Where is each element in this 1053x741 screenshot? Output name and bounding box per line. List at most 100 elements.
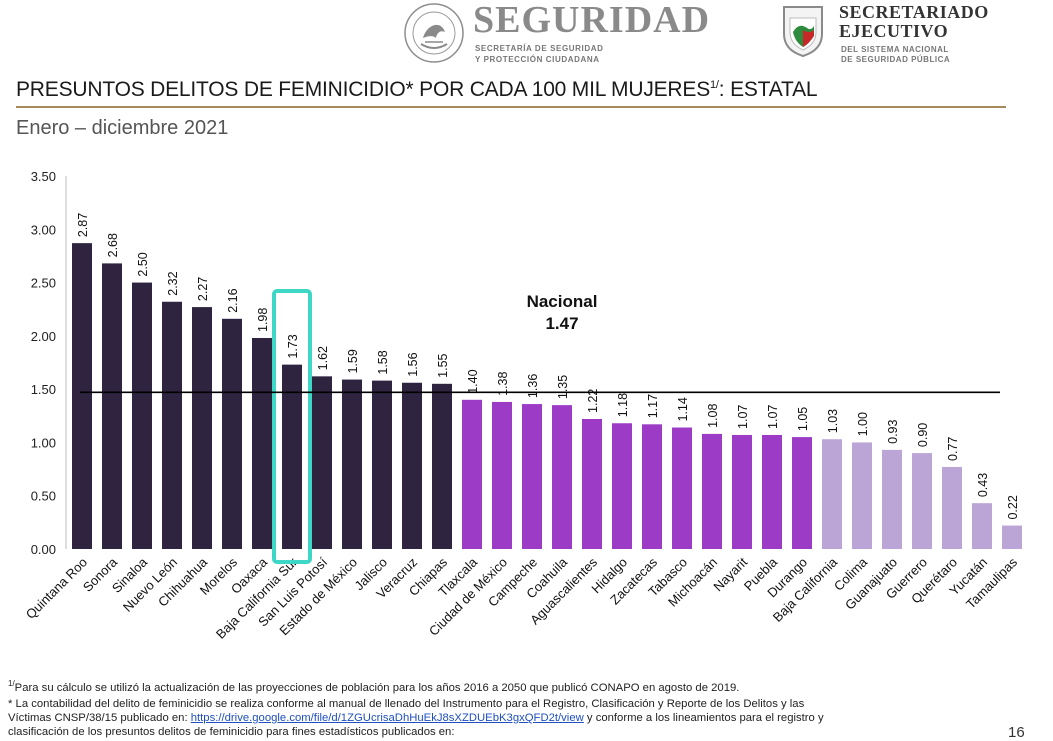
bar: [852, 442, 872, 549]
bar: [342, 379, 362, 549]
data-label: 1.03: [826, 409, 840, 433]
bar: [312, 376, 332, 549]
data-label: 2.68: [106, 233, 120, 257]
sesnsp-shield-icon: [783, 6, 823, 58]
period-subtitle: Enero – diciembre 2021: [16, 117, 229, 139]
data-label: 1.40: [466, 369, 480, 393]
bar: [402, 382, 422, 549]
footnote-1-mark: 1/: [8, 679, 15, 688]
data-label: 0.93: [886, 420, 900, 444]
data-label: 0.90: [916, 423, 930, 447]
data-label: 2.50: [136, 252, 150, 276]
bar: [912, 453, 932, 549]
data-label: 0.22: [1006, 495, 1020, 519]
bar: [192, 307, 212, 549]
bar: [1002, 525, 1022, 549]
x-tick-label: Nayarit: [710, 554, 750, 594]
sesnsp-subtitle-1: DEL SISTEMA NACIONAL: [841, 45, 949, 54]
data-label: 1.18: [616, 393, 630, 417]
y-tick-label: 3.50: [31, 169, 56, 184]
bar-chart: 0.00 0.50 1.00 1.50 2.00 2.50 3.00 3.50 2.87 Quin…: [23, 169, 1022, 642]
bar: [522, 404, 542, 549]
data-label: 2.87: [76, 213, 90, 237]
bar: [972, 503, 992, 549]
y-tick-label: 2.00: [31, 329, 56, 344]
data-label: 1.58: [376, 350, 390, 374]
footnote-2-suffix: y conforme a los lineamientos para el re…: [583, 712, 824, 724]
bar: [72, 243, 92, 549]
y-tick-label: 3.00: [31, 222, 56, 237]
bar: [762, 434, 782, 549]
data-label: 1.35: [556, 375, 570, 399]
data-label: 1.73: [286, 334, 300, 358]
seguridad-wordmark: SEGURIDAD: [473, 0, 711, 41]
x-tick-label: Quintana Roo: [23, 555, 90, 622]
seguridad-subtitle-1: SECRETARÍA DE SEGURIDAD: [475, 44, 604, 53]
y-tick-label: 1.50: [31, 382, 56, 397]
bar: [702, 433, 722, 549]
y-tick-label: 2.50: [31, 276, 56, 291]
bar: [822, 439, 842, 549]
footnote-1: 1/Para su cálculo se utilizó la actualiz…: [8, 679, 739, 694]
footnote-2-line-1: * La contabilidad del delito de feminici…: [8, 698, 805, 710]
bar: [222, 318, 242, 549]
bar: [462, 399, 482, 549]
data-label: 1.22: [586, 389, 600, 413]
seguridad-subtitle-2: Y PROTECCIÓN CIUDADANA: [475, 55, 600, 64]
data-label: 1.08: [706, 404, 720, 428]
manual-link[interactable]: https://drive.google.com/file/d/1ZGUcris…: [190, 712, 584, 724]
bar: [252, 337, 272, 549]
page-title: PRESUNTOS DELITOS DE FEMINICIDIO* POR CA…: [16, 78, 818, 102]
bar: [612, 423, 632, 549]
bar: [132, 282, 152, 549]
bar: [582, 418, 602, 549]
data-label: 1.56: [406, 352, 420, 376]
mexico-seal-icon: [404, 3, 464, 63]
bar: [732, 434, 752, 549]
data-label: 1.14: [676, 397, 690, 421]
bar: [882, 449, 902, 549]
bar: [492, 401, 512, 549]
bar: [162, 301, 182, 549]
data-label: 1.07: [736, 405, 750, 429]
data-label: 0.77: [946, 437, 960, 461]
data-label: 1.07: [766, 405, 780, 429]
data-label: 1.55: [436, 353, 450, 377]
highlight-box: [272, 289, 312, 564]
bar: [432, 383, 452, 549]
title-main: PRESUNTOS DELITOS DE FEMINICIDIO* POR CA…: [16, 78, 711, 101]
data-label: 2.32: [166, 271, 180, 295]
footnote-2-prefix: Víctimas CNSP/38/15 publicado en:: [8, 712, 191, 724]
data-label: 1.98: [256, 308, 270, 332]
reference-line-value: 1.47: [545, 314, 578, 333]
sesnsp-title-1: SECRETARIADO: [839, 2, 989, 22]
data-label: 0.43: [976, 473, 990, 497]
data-label: 1.59: [346, 349, 360, 373]
bar: [372, 380, 392, 549]
data-label: 2.16: [226, 288, 240, 312]
title-superscript: 1/: [710, 79, 719, 91]
bar: [792, 437, 812, 549]
y-tick-label: 0.50: [31, 489, 56, 504]
data-label: 1.62: [316, 346, 330, 370]
sesnsp-subtitle-2: DE SEGURIDAD PÚBLICA: [841, 55, 951, 64]
header-logos: SEGURIDAD SECRETARÍA DE SEGURIDAD Y PROT…: [395, 0, 1005, 80]
data-label: 1.17: [646, 394, 660, 418]
data-label: 1.05: [796, 407, 810, 431]
bar: [672, 427, 692, 549]
page-number: 16: [1008, 724, 1025, 741]
reference-line-label: Nacional: [527, 292, 598, 311]
bar: [102, 263, 122, 549]
data-label: 1.00: [856, 412, 870, 436]
y-tick-label: 1.00: [31, 435, 56, 450]
bar: [282, 364, 302, 549]
footnote-1-text: Para su cálculo se utilizó la actualizac…: [14, 681, 740, 694]
sesnsp-title-2: EJECUTIVO: [839, 21, 949, 41]
y-tick-label: 0.00: [31, 542, 56, 557]
title-rule: [16, 106, 1006, 108]
bar: [942, 466, 962, 549]
bar: [552, 405, 572, 549]
title-tail: : ESTATAL: [718, 78, 818, 101]
data-label: 1.36: [526, 374, 540, 398]
bar: [642, 424, 662, 549]
